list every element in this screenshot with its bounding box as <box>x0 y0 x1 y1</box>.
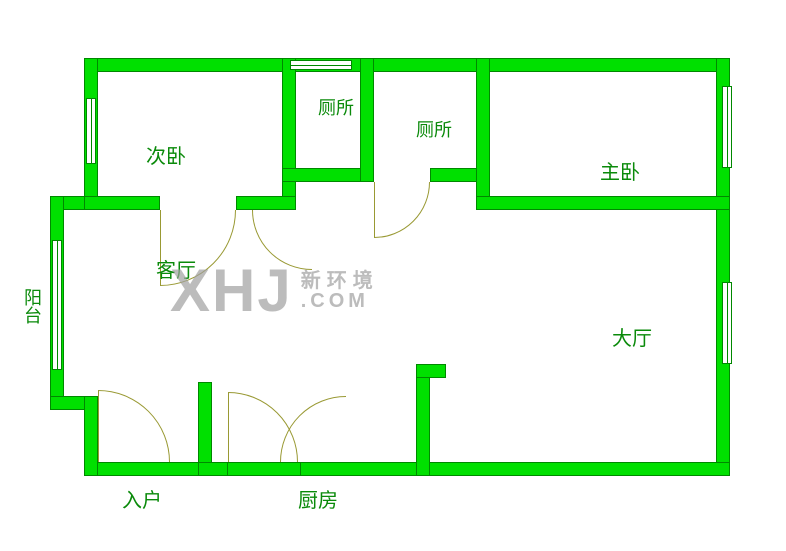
door-swing <box>318 126 430 238</box>
room-label: 厕所 <box>318 94 354 120</box>
wall <box>416 364 446 378</box>
window <box>722 282 732 364</box>
room-label: 厕所 <box>416 116 452 142</box>
wall <box>282 58 296 210</box>
wall <box>300 462 430 476</box>
wall <box>476 196 730 210</box>
watermark-brand: XHJ <box>170 261 293 321</box>
wall <box>84 58 730 72</box>
window <box>290 60 352 70</box>
wall <box>236 196 296 210</box>
watermark: XHJ新环境.COM <box>170 261 379 321</box>
room-label: 次卧 <box>146 140 186 169</box>
window <box>722 86 732 168</box>
room-label: 阳台 <box>19 288 45 324</box>
room-label: 主卧 <box>600 156 640 185</box>
wall <box>84 396 98 476</box>
wall <box>198 462 228 476</box>
room-label: 入户 <box>122 484 162 513</box>
wall <box>360 58 374 182</box>
room-label: 厨房 <box>298 484 338 513</box>
wall <box>84 196 160 210</box>
wall <box>416 364 430 476</box>
window <box>52 240 62 370</box>
window <box>86 98 96 164</box>
room-label: 大厅 <box>612 322 652 351</box>
watermark-sub: 新环境.COM <box>301 271 379 311</box>
wall <box>476 58 490 210</box>
